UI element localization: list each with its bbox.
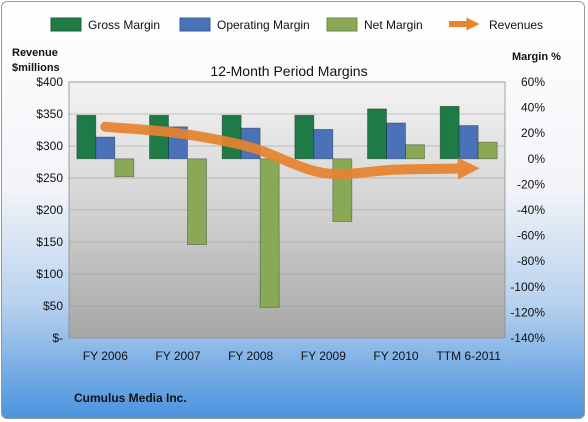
revenue-line-group (100, 121, 480, 180)
bar-operating-margin (95, 136, 116, 160)
right-tick-label: 20% (521, 126, 545, 140)
bar-gross-margin (294, 114, 315, 160)
left-tick-label: $300 (36, 139, 63, 153)
x-tick-label: FY 2008 (228, 349, 273, 363)
right-tick-label: -80% (517, 254, 545, 268)
left-axis-label-line2: $millions (12, 62, 60, 74)
right-tick-label: -140% (510, 331, 545, 345)
bar-gross-margin (367, 108, 387, 160)
bar-net-margin (405, 144, 425, 160)
bar-net-margin (332, 158, 353, 222)
right-axis-label: Margin % (512, 51, 561, 63)
x-axis-ticks: FY 2006 FY 2007 FY 2008 FY 2009 FY 2010 TTM 6… (83, 349, 501, 363)
bars (76, 105, 498, 308)
right-tick-label: -60% (517, 229, 545, 243)
bar-operating-margin (313, 128, 334, 160)
left-tick-label: $50 (43, 299, 63, 313)
x-tick-label: FY 2010 (373, 349, 418, 363)
legend-label-net-margin: Net Margin (364, 18, 423, 32)
bar-operating-margin (458, 125, 479, 160)
bar-operating-margin (386, 122, 406, 160)
left-axis-ticks: $400 $350 $300 $250 $200 $150 $100 $50 $- (36, 75, 63, 345)
left-tick-label: $250 (36, 171, 63, 185)
bar-net-margin (187, 158, 207, 245)
right-tick-label: 40% (521, 101, 545, 115)
legend-label-operating-margin: Operating Margin (217, 18, 310, 32)
right-tick-label: -40% (517, 203, 545, 217)
left-axis-label-line1: Revenue (12, 47, 58, 59)
legend-label-gross-margin: Gross Margin (88, 18, 160, 32)
right-tick-label: -20% (517, 177, 545, 191)
right-tick-label: 0% (528, 152, 546, 166)
bar-net-margin (114, 158, 135, 178)
legend-swatch-gross-margin (50, 17, 82, 32)
right-tick-label: -100% (510, 280, 545, 294)
left-tick-label: $200 (36, 203, 63, 217)
left-tick-label: $100 (36, 267, 63, 281)
company-name: Cumulus Media Inc. (74, 391, 187, 405)
x-tick-label: FY 2006 (83, 349, 128, 363)
legend-label-revenues: Revenues (489, 18, 543, 32)
left-tick-label: $350 (36, 107, 63, 121)
legend-swatch-net-margin (326, 17, 358, 32)
left-tick-label: $- (52, 331, 63, 345)
bar-gross-margin (439, 105, 460, 160)
legend: Gross Margin Operating Margin Net Margin… (50, 17, 543, 32)
left-tick-label: $150 (36, 235, 63, 249)
right-axis-ticks: 60% 40% 20% 0% -20% -40% -60% -80% -100% -120% -14… (510, 75, 545, 345)
chart-svg: Gross Margin Operating Margin Net Margin… (12, 17, 561, 405)
chart-title: 12-Month Period Margins (210, 63, 367, 79)
gridlines (69, 81, 505, 339)
right-tick-label: -120% (510, 305, 545, 319)
bar-gross-margin (76, 114, 97, 160)
right-tick-label: 60% (521, 75, 545, 89)
x-tick-label: FY 2007 (155, 349, 200, 363)
bar-gross-margin (149, 114, 169, 160)
bar-net-margin (259, 158, 280, 308)
left-tick-label: $400 (36, 75, 63, 89)
bar-net-margin (477, 141, 498, 160)
x-tick-label: FY 2009 (301, 349, 346, 363)
revenues-line (100, 121, 480, 180)
legend-swatch-operating-margin (179, 17, 211, 32)
x-tick-label: TTM 6-2011 (436, 349, 501, 363)
